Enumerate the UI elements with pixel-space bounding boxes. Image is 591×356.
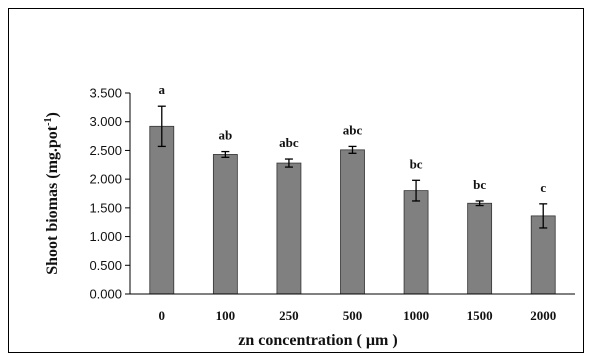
significance-label: ab: [218, 128, 232, 143]
x-axis-title: zn concentration ( µm ): [238, 332, 397, 349]
bar: [149, 125, 175, 295]
bars-group: [149, 125, 556, 295]
y-tick-label: 1.000: [89, 229, 122, 244]
y-tick-label: 1.500: [89, 200, 122, 215]
bar: [467, 202, 493, 295]
significance-labels-group: a ab abc abc bc bc c: [159, 82, 547, 195]
y-axis-ticks: 0.000 0.500 1.000 1.500 2.000 2.500 3.000 3.500: [89, 86, 130, 302]
x-tick-label: 250: [279, 308, 299, 323]
significance-label: a: [159, 82, 166, 97]
y-tick-label: 3.500: [89, 86, 122, 101]
x-axis-ticks: 0 100 250 500 1000 1500 2000: [159, 308, 557, 323]
y-tick-label: 3.000: [89, 114, 122, 129]
significance-label: bc: [410, 156, 423, 171]
x-tick-label: 1500: [467, 308, 493, 323]
bar: [212, 154, 238, 295]
x-tick-label: 100: [216, 308, 236, 323]
y-axis-title: Shoot biomas (mg.pot-1): [43, 112, 61, 275]
bar: [530, 215, 556, 295]
y-axis-title-superscript: -1: [43, 118, 54, 126]
significance-label: abc: [279, 135, 299, 150]
significance-label: bc: [473, 177, 486, 192]
x-tick-label: 2000: [530, 308, 556, 323]
x-tick-label: 0: [159, 308, 166, 323]
bar: [403, 190, 429, 295]
y-tick-label: 2.000: [89, 172, 122, 187]
error-bars-group: [157, 105, 548, 229]
y-axis-title-end: ): [44, 112, 61, 117]
bar: [340, 149, 365, 295]
bar: [276, 162, 302, 295]
significance-label: c: [540, 180, 546, 195]
y-tick-label: 0.000: [89, 287, 122, 302]
significance-label: abc: [343, 122, 363, 137]
y-tick-label: 2.500: [89, 143, 122, 158]
x-tick-label: 500: [343, 308, 363, 323]
y-axis-title-main: Shoot biomas (mg.pot: [44, 125, 61, 275]
y-tick-label: 0.500: [89, 258, 122, 273]
x-tick-label: 1000: [403, 308, 429, 323]
